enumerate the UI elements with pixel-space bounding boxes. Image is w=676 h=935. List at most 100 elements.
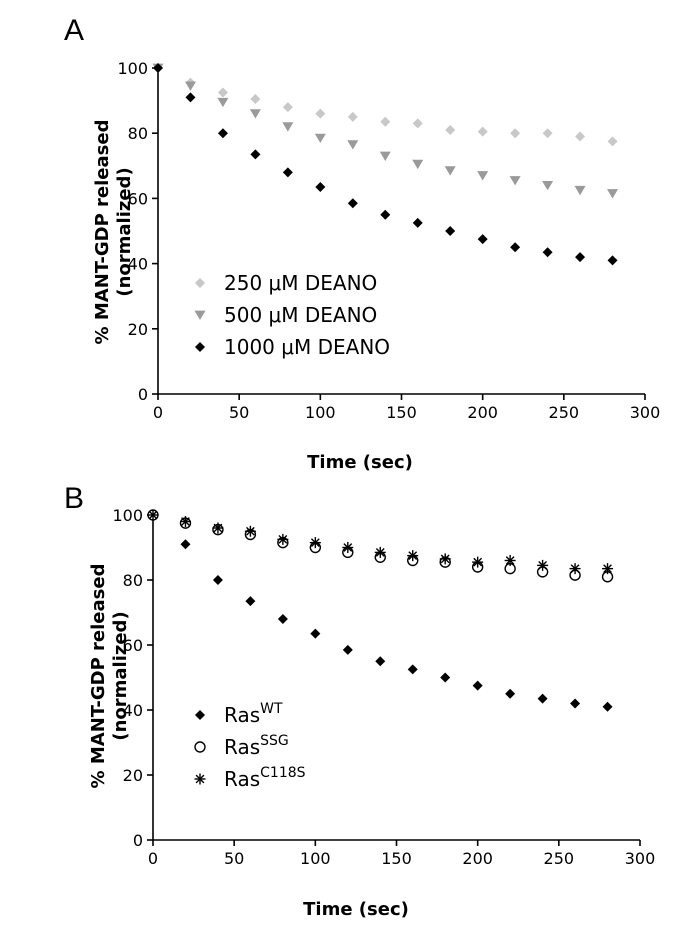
data-point <box>439 553 451 565</box>
series-3 <box>153 63 618 266</box>
x-tick-label: 0 <box>153 403 163 422</box>
x-tick-label: 300 <box>630 403 661 422</box>
data-point <box>440 672 451 683</box>
x-tick-label: 300 <box>625 849 656 868</box>
legend-marker <box>194 773 206 785</box>
data-point <box>472 680 483 691</box>
data-point <box>315 181 326 192</box>
panel-a-y-axis-title: % MANT-GDP released <box>92 120 113 345</box>
legend-label: RasSSG <box>224 733 289 759</box>
legend-marker <box>195 278 205 288</box>
data-point <box>537 693 548 704</box>
panel-a-axes: 0 50 100 150 200 250 300 0 20 40 60 80 100 <box>117 59 660 422</box>
panel-a-letter: A <box>64 14 84 47</box>
data-point <box>347 198 358 209</box>
x-tick-label: 200 <box>467 403 498 422</box>
data-point <box>444 166 456 176</box>
data-point <box>575 131 586 142</box>
data-point <box>282 122 294 132</box>
data-point <box>542 247 553 258</box>
series-3 <box>147 509 614 575</box>
x-tick-label: 200 <box>462 849 493 868</box>
data-point <box>282 167 293 178</box>
data-point <box>407 664 418 675</box>
x-tick-label: 0 <box>148 849 158 868</box>
data-point <box>244 525 256 537</box>
data-point <box>510 242 521 253</box>
data-point <box>412 159 424 170</box>
y-tick-label: 100 <box>117 59 148 78</box>
data-point <box>477 126 488 137</box>
panel-b-y-axis-subtitle: (normalized) <box>110 611 131 740</box>
series-2 <box>152 63 619 199</box>
panel-a-x-axis-title: Time (sec) <box>307 452 413 473</box>
legend-marker <box>194 310 206 320</box>
series-2 <box>147 509 614 583</box>
data-point <box>407 550 419 562</box>
data-point <box>217 87 228 98</box>
data-point <box>347 140 359 150</box>
x-tick-label: 250 <box>544 849 575 868</box>
x-tick-label: 100 <box>305 403 336 422</box>
data-point <box>379 151 391 161</box>
y-tick-label: 20 <box>128 320 148 339</box>
data-point <box>509 176 521 186</box>
legend-label: 250 μM DEANO <box>224 271 377 295</box>
data-point <box>153 63 163 73</box>
y-tick-label: 60 <box>128 189 148 208</box>
data-point <box>477 234 488 245</box>
data-point <box>602 701 613 712</box>
data-point <box>282 102 293 113</box>
data-point <box>315 108 326 119</box>
legend-label: 1000 μM DEANO <box>224 335 390 359</box>
data-point <box>607 255 618 266</box>
panel-a-marks <box>152 63 619 266</box>
y-tick-label: 60 <box>123 636 143 655</box>
panel-b-x-axis-title: Time (sec) <box>303 899 409 920</box>
data-point <box>212 522 224 534</box>
x-tick-label: 150 <box>381 849 412 868</box>
data-point <box>217 97 229 108</box>
data-point <box>505 688 516 699</box>
data-point <box>310 628 321 639</box>
panel-b-axes: 0 50 100 150 200 250 300 0 20 40 60 80 100 <box>112 506 655 868</box>
data-point <box>380 116 391 127</box>
panel-a: A 0 50 100 150 200 250 300 0 20 40 60 80 100 250 μM … <box>64 14 660 473</box>
x-tick-label: 250 <box>549 403 580 422</box>
y-tick-label: 80 <box>128 124 148 143</box>
data-point <box>575 252 586 263</box>
legend-marker <box>195 710 205 720</box>
y-tick-label: 100 <box>112 506 143 525</box>
data-point <box>249 109 261 119</box>
data-point <box>510 128 521 139</box>
legend-marker <box>195 342 205 352</box>
data-point <box>570 698 581 709</box>
data-point <box>217 128 228 139</box>
panel-a-y-axis-subtitle: (normalized) <box>114 167 135 296</box>
data-point <box>477 171 489 181</box>
data-point <box>374 546 386 558</box>
legend-label: RasC118S <box>224 765 306 791</box>
y-tick-label: 40 <box>128 255 148 274</box>
y-tick-label: 80 <box>123 571 143 590</box>
data-point <box>314 133 326 144</box>
data-point <box>180 539 191 550</box>
panel-a-legend: 250 μM DEANO 500 μM DEANO 1000 μM DEANO <box>194 271 390 359</box>
data-point <box>277 614 288 624</box>
panel-b-legend: RasWT RasSSG RasC118S <box>194 701 306 791</box>
data-point <box>607 136 618 147</box>
series-1 <box>148 510 613 712</box>
data-point <box>537 559 549 571</box>
panel-b-letter: B <box>64 482 84 515</box>
x-tick-label: 150 <box>386 403 417 422</box>
data-point <box>250 93 261 104</box>
data-point <box>375 656 386 667</box>
data-point <box>245 596 256 607</box>
data-point <box>347 111 358 122</box>
series-1 <box>153 63 618 147</box>
data-point <box>412 217 423 228</box>
legend-marker <box>194 741 206 753</box>
y-tick-label: 0 <box>133 831 143 850</box>
